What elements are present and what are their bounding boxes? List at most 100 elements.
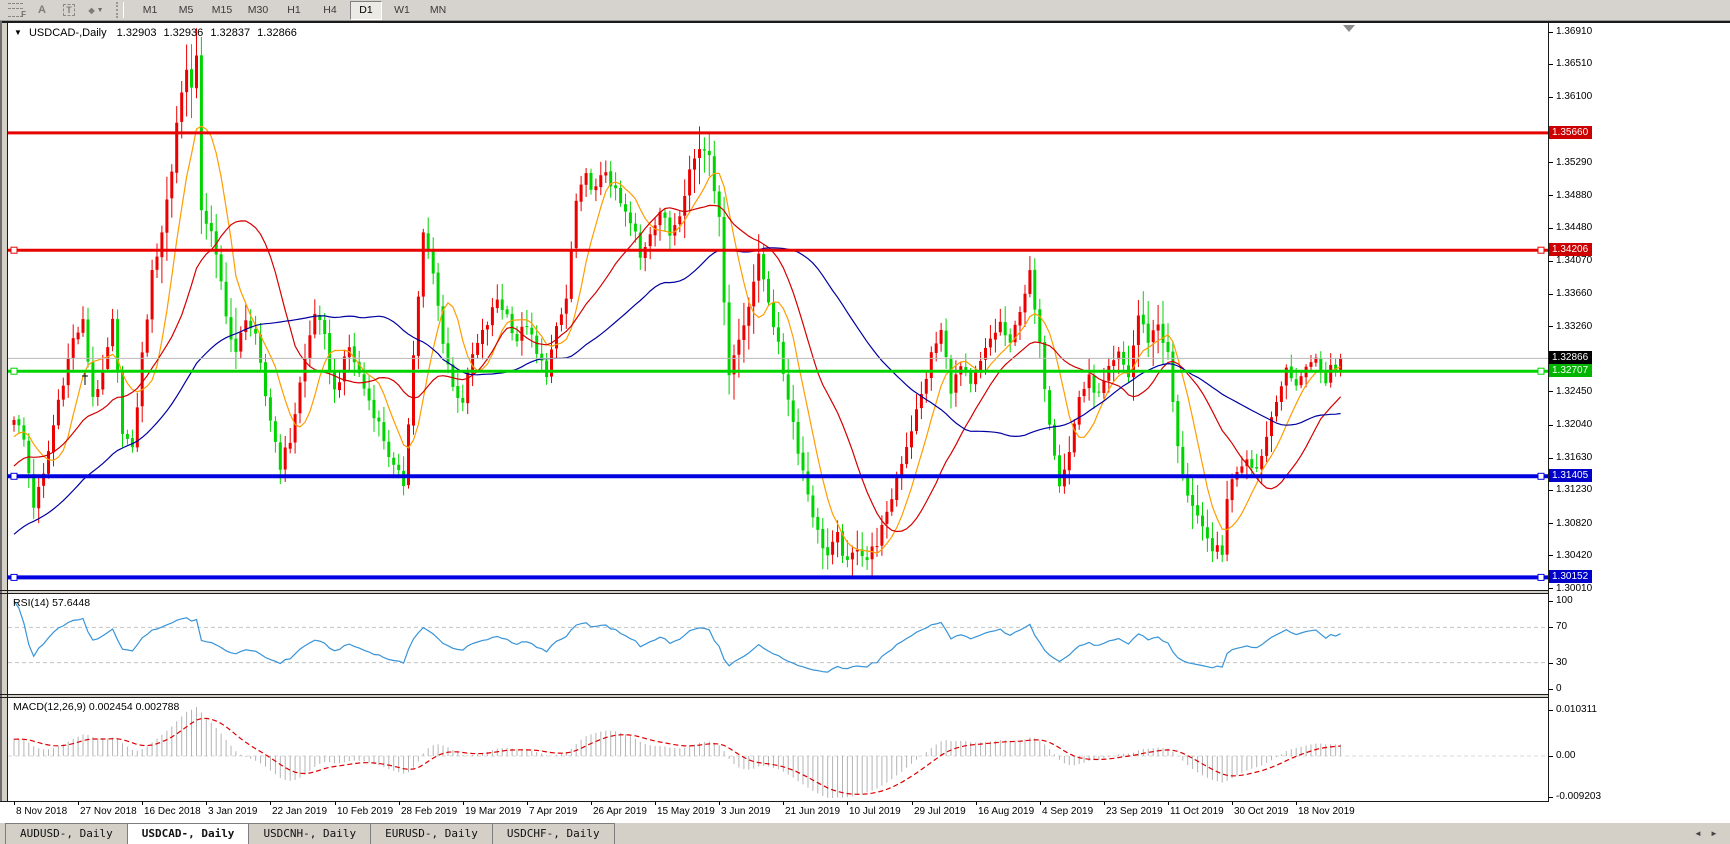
date-label: 16 Dec 2018 [144, 806, 201, 817]
chart-left-border [7, 23, 8, 802]
chart-tab-eurusd[interactable]: EURUSD-, Daily [370, 823, 493, 844]
price-tick-label: 1.34480 [1556, 222, 1593, 233]
price-tick-label: 1.30010 [1556, 583, 1593, 594]
price-label-1.35660: 1.35660 [1549, 126, 1593, 139]
main-chart-canvas[interactable] [8, 23, 1548, 590]
price-tick-label: 1.31630 [1556, 452, 1593, 463]
tab-scroll-right-icon[interactable]: ► [1710, 829, 1718, 838]
tab-scroll-left-icon[interactable]: ◄ [1694, 829, 1702, 838]
date-tick [270, 802, 271, 805]
timeframe-button-m1[interactable]: M1 [142, 4, 158, 16]
chart-window-border [0, 21, 1730, 23]
price-tick [1549, 523, 1553, 524]
main-plot-background [8, 23, 1548, 590]
rsi-tick-label: 70 [1556, 621, 1568, 632]
date-label: 11 Oct 2019 [1170, 806, 1224, 817]
price-tick [1549, 294, 1553, 295]
date-tick [78, 802, 79, 805]
hline-handle-left[interactable] [10, 246, 18, 254]
chart-shift-marker-icon[interactable] [1343, 25, 1355, 32]
splitter-main-rsi[interactable] [0, 590, 1730, 591]
timeframe-button-h4[interactable]: H4 [323, 4, 337, 16]
rsi-tick-label: 100 [1556, 595, 1573, 606]
timeframe-button-w1[interactable]: W1 [394, 4, 410, 16]
date-label: 15 May 2019 [657, 806, 715, 817]
date-label: 10 Jul 2019 [849, 806, 901, 817]
price-tick [1549, 64, 1553, 65]
price-tick [1549, 261, 1553, 262]
rsi-tick [1549, 627, 1553, 628]
price-tick [1549, 458, 1553, 459]
price-tick-label: 1.30820 [1556, 518, 1593, 529]
date-label: 18 Nov 2019 [1298, 806, 1355, 817]
hline-handle-right[interactable] [1537, 472, 1545, 480]
tab-spacer [615, 823, 1690, 844]
chart-symbol-period: USDCAD-,Daily [28, 27, 107, 39]
timeframe-button-m15[interactable]: M15 [211, 4, 233, 16]
price-tick-label: 1.32450 [1556, 386, 1593, 397]
rsi-plot-background [8, 594, 1548, 694]
price-tick-label: 1.33660 [1556, 288, 1593, 299]
hline-handle-right[interactable] [1537, 367, 1545, 375]
current-price-label: 1.32866 [1549, 351, 1593, 364]
chart-tab-audusd[interactable]: AUDUSD-, Daily [5, 823, 128, 844]
price-tick-label: 1.35290 [1556, 157, 1593, 168]
date-label: 16 Aug 2019 [978, 806, 1035, 817]
date-tick [14, 802, 15, 805]
price-axis[interactable]: 1.36910 1.36510 1.36100 1.35290 1.34880 1.344… [1549, 23, 1730, 822]
date-tick [976, 802, 977, 805]
hline-handle-right[interactable] [1537, 246, 1545, 254]
date-tick [719, 802, 720, 805]
macd-panel-canvas[interactable] [8, 698, 1548, 801]
date-tick [591, 802, 592, 805]
date-tick [463, 802, 464, 805]
date-tick [335, 802, 336, 805]
splitter-rsi-macd-b [0, 697, 1730, 698]
hline-handle-left[interactable] [10, 573, 18, 581]
date-label: 26 Apr 2019 [593, 806, 647, 817]
price-tick [1549, 555, 1553, 556]
date-label: 23 Sep 2019 [1106, 806, 1163, 817]
dropdown-caret-icon[interactable]: ▼ [96, 6, 104, 14]
chart-tab-usdcad[interactable]: USDCAD-, Daily [126, 823, 250, 844]
price-tick [1549, 425, 1553, 426]
candles [12, 28, 1343, 579]
text-box-icon[interactable]: T [57, 2, 81, 18]
timeframe-button-mn[interactable]: MN [429, 4, 447, 16]
timeframe-button-m30[interactable]: M30 [247, 4, 269, 16]
symbol-collapse-icon[interactable]: ▼ [14, 28, 22, 37]
date-tick [847, 802, 848, 805]
timeframe-button-d1[interactable]: D1 [350, 0, 382, 20]
timeframe-button-h1[interactable]: H1 [287, 4, 301, 16]
macd-tick-label: -0.009203 [1556, 791, 1602, 802]
date-tick [655, 802, 656, 805]
rsi-panel-canvas[interactable] [8, 594, 1548, 694]
date-label: 28 Feb 2019 [401, 806, 458, 817]
hline-handle-right[interactable] [1537, 573, 1545, 581]
date-label: 21 Jun 2019 [785, 806, 841, 817]
date-tick [1040, 802, 1041, 805]
toolbar-grip[interactable] [116, 2, 124, 18]
date-tick [1296, 802, 1297, 805]
date-tick [206, 802, 207, 805]
date-label: 29 Jul 2019 [914, 806, 966, 817]
ma-slow-line [13, 247, 1341, 535]
mouse-cursor-mark [82, 373, 88, 385]
timeframe-button-m5[interactable]: M5 [178, 4, 194, 16]
toolbar: F A T ◆ ▼ M1 M5 M15 M30 H1 H4 D1 W1 MN [0, 0, 1730, 21]
price-tick-label: 1.36100 [1556, 91, 1593, 102]
chart-tab-usdcnh[interactable]: USDCNH-, Daily [248, 823, 372, 844]
date-axis[interactable] [0, 802, 1730, 822]
chart-tab-usdchf[interactable]: USDCHF-, Daily [491, 823, 615, 844]
arrow-tools-icon[interactable]: ◆ ▼ [88, 5, 104, 15]
fibonacci-icon[interactable]: F [3, 2, 27, 19]
text-label-icon[interactable]: A [38, 4, 46, 16]
hline-handle-left[interactable] [10, 367, 18, 375]
quote-open: 1.32903 [116, 27, 157, 39]
date-label: 3 Jun 2019 [721, 806, 771, 817]
macd-label: MACD(12,26,9) 0.002454 0.002788 [13, 701, 180, 713]
price-tick [1549, 162, 1553, 163]
price-label-1.30152: 1.30152 [1549, 570, 1593, 583]
splitter-rsi-macd[interactable] [0, 694, 1730, 695]
hline-handle-left[interactable] [10, 472, 18, 480]
